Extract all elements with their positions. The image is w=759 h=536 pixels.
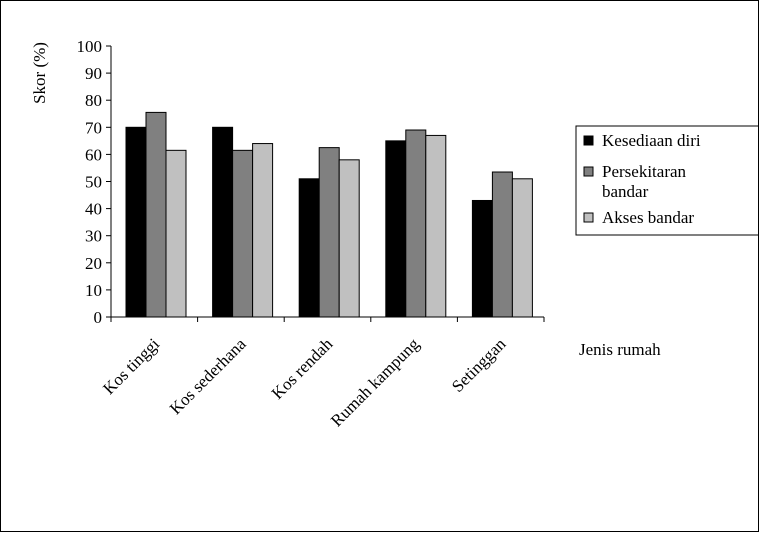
y-tick-label: 90 (85, 64, 102, 83)
y-tick-label: 40 (85, 200, 102, 219)
y-tick-label: 0 (94, 308, 103, 327)
legend-swatch (583, 166, 594, 177)
x-tick-label: Kos rendah (268, 334, 337, 403)
y-tick-label: 50 (85, 173, 102, 192)
x-tick-label: Kos sederhana (166, 334, 250, 418)
bar-kesediaan-diri (298, 178, 320, 318)
y-tick-label: 100 (77, 37, 103, 56)
x-axis-label: Jenis rumah (579, 340, 661, 359)
bar-kesediaan-diri (212, 126, 234, 318)
bar-persekitaran-bandar (405, 129, 427, 318)
bar-akses-bandar (252, 143, 274, 318)
y-tick-label: 80 (85, 91, 102, 110)
y-tick-label: 60 (85, 145, 102, 164)
bar-persekitaran-bandar (232, 149, 254, 318)
y-tick-label: 20 (85, 254, 102, 273)
bar-kesediaan-diri (125, 126, 147, 318)
bar-akses-bandar (165, 149, 187, 318)
legend-swatch (583, 135, 594, 146)
bar-persekitaran-bandar (491, 171, 513, 318)
bar-persekitaran-bandar (145, 111, 167, 318)
bar-akses-bandar (338, 159, 360, 318)
legend-label: Kesediaan diri (602, 131, 701, 150)
bar-akses-bandar (511, 178, 533, 318)
legend-label: bandar (602, 182, 649, 201)
legend-box (575, 125, 759, 236)
x-tick-label: Kos tinggi (99, 334, 163, 398)
y-axis-label: Skor (%) (30, 42, 49, 104)
y-tick-label: 30 (85, 227, 102, 246)
plot-area: 0 10 20 30 40 50 60 70 80 90 100 Kos tinggi Kos sede… (77, 37, 545, 430)
legend-swatch (583, 212, 594, 223)
x-tick-label: Setinggan (448, 334, 510, 396)
y-tick-label: 10 (85, 281, 102, 300)
x-tick-label: Rumah kampung (327, 334, 423, 430)
bar-akses-bandar (425, 134, 447, 318)
bar-kesediaan-diri (471, 199, 493, 318)
y-tick-label: 70 (85, 118, 102, 137)
bar-persekitaran-bandar (318, 147, 340, 318)
legend-label: Persekitaran (602, 162, 687, 181)
legend-label: Akses bandar (602, 208, 694, 227)
bar-kesediaan-diri (385, 140, 407, 318)
